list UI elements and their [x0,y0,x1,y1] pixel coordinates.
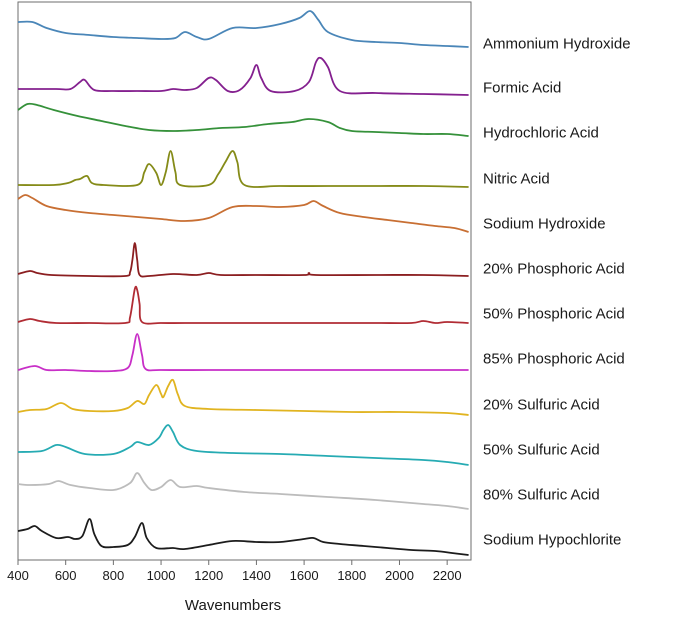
x-axis: 400 600 800 1000 1200 1400 1600 1800 2000 2200 [7,560,462,583]
legend-label-sodium-hypochlorite: Sodium Hypochlorite [483,531,622,549]
legend-label-80-sulfuric-acid: 80% Sulfuric Acid [483,486,600,504]
legend: Ammonium Hydroxide Formic Acid Hydrochlori… [483,0,673,560]
series-line-20-sulfuric-acid [17,378,469,416]
legend-label-hydrochloric-acid: Hydrochloric Acid [483,124,599,142]
series-line-hydrochloric-acid [17,102,469,137]
legend-label-nitric-acid: Nitric Acid [483,170,550,188]
series-line-20-phosphoric-acid [17,242,469,278]
legend-label-50-sulfuric-acid: 50% Sulfuric Acid [483,441,600,459]
legend-label-50-phosphoric-acid: 50% Phosphoric Acid [483,305,625,323]
x-tick-label: 2000 [385,568,414,583]
series-lines [17,10,469,556]
plot-frame [17,1,472,561]
x-tick-label: 800 [103,568,125,583]
x-tick-label: 2200 [433,568,462,583]
legend-label-85-phosphoric-acid: 85% Phosphoric Acid [483,350,625,368]
legend-label-ammonium-hydroxide: Ammonium Hydroxide [483,35,631,53]
series-line-formic-acid [18,56,469,96]
x-tick-label: 1400 [242,568,271,583]
series-line-nitric-acid [17,150,469,188]
series-line-sodium-hypochlorite [17,518,469,556]
x-tick-label: 1000 [147,568,176,583]
x-tick-label: 400 [7,568,29,583]
x-tick-label: 1200 [194,568,223,583]
series-line-85-phosphoric-acid [17,333,469,373]
x-tick-label: 600 [55,568,77,583]
series-line-sodium-hydroxide [17,194,469,233]
x-tick-label: 1600 [290,568,319,583]
legend-label-sodium-hydroxide: Sodium Hydroxide [483,215,606,233]
series-line-50-sulfuric-acid [17,424,469,466]
series-line-50-phosphoric-acid [17,285,469,325]
x-axis-label: Wavenumbers [185,597,281,614]
series-line-ammonium-hydroxide [17,10,469,48]
series-line-80-sulfuric-acid [17,472,469,510]
legend-label-formic-acid: Formic Acid [483,79,562,97]
legend-label-20-phosphoric-acid: 20% Phosphoric Acid [483,260,625,278]
x-tick-label: 1800 [337,568,366,583]
legend-label-20-sulfuric-acid: 20% Sulfuric Acid [483,396,600,414]
